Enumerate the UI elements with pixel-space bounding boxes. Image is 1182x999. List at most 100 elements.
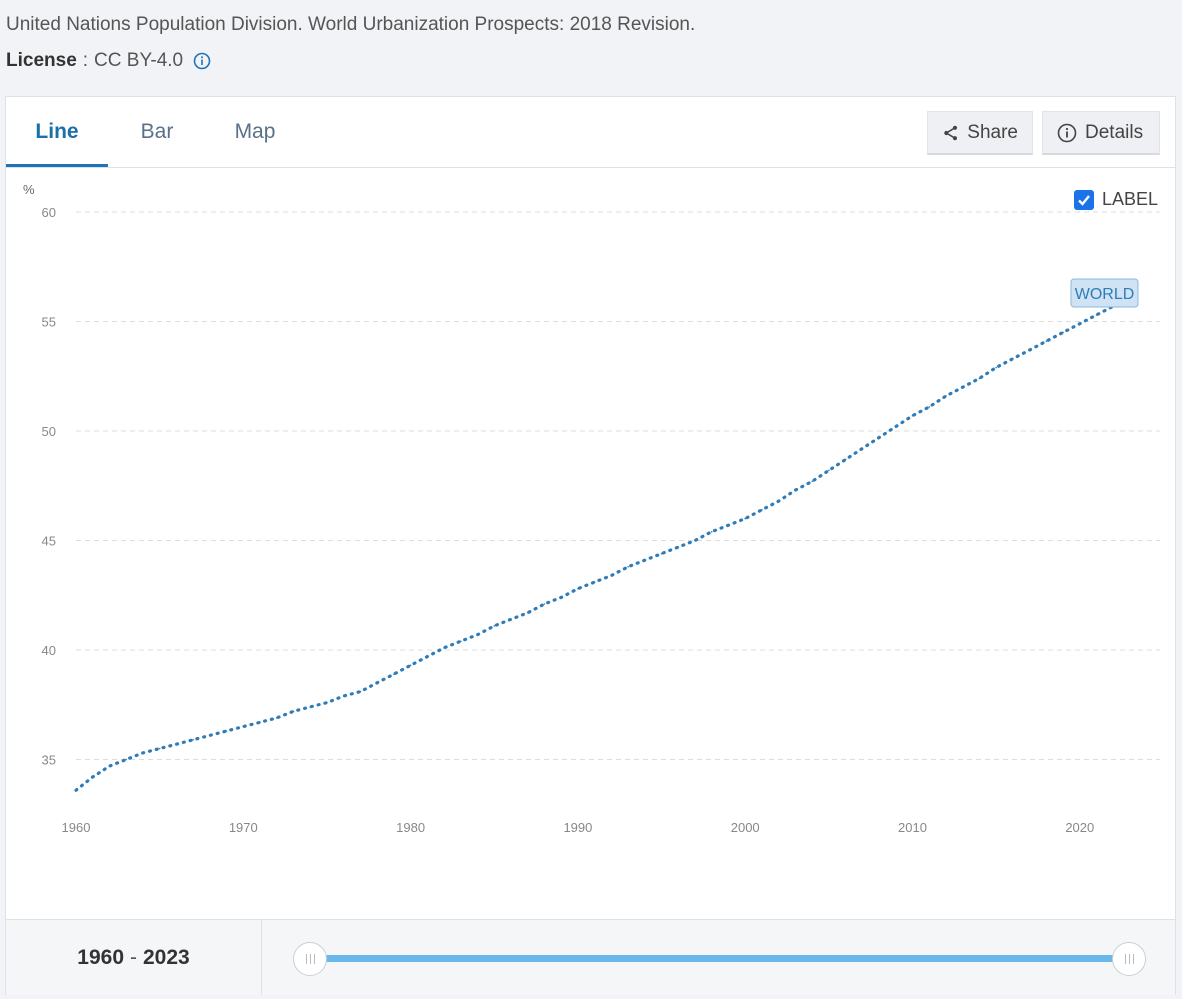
chart-panel: Line Bar Map Share Details LABEL % 35 40 45… xyxy=(5,96,1176,995)
license-value: CC BY-4.0 xyxy=(94,50,184,71)
data-point-1961 xyxy=(91,776,94,778)
x-tick-label-1960: 1960 xyxy=(62,820,91,835)
data-point-2010 xyxy=(911,414,914,417)
y-tick-label-45: 45 xyxy=(42,534,56,549)
tab-map[interactable]: Map xyxy=(234,120,276,143)
data-point-1970 xyxy=(242,725,245,728)
data-point-1994 xyxy=(644,559,646,562)
source-citation: United Nations Population Division. Worl… xyxy=(6,14,696,35)
data-point-1962 xyxy=(108,765,111,767)
checkmark-icon xyxy=(1078,194,1090,206)
tabs-divider xyxy=(6,167,1175,168)
tab-line[interactable]: Line xyxy=(6,97,108,167)
data-point-2013 xyxy=(961,386,964,389)
data-point-2008 xyxy=(878,436,880,439)
data-point-2002 xyxy=(777,500,780,502)
details-label: Details xyxy=(1085,121,1144,143)
range-end: 2023 xyxy=(143,945,190,969)
share-icon xyxy=(944,125,958,140)
data-point-2012 xyxy=(945,395,947,397)
tab-bar[interactable]: Bar xyxy=(140,120,174,143)
range-slider-start-handle[interactable] xyxy=(293,942,327,976)
y-axis-unit-label: % xyxy=(23,182,35,197)
details-button[interactable]: Details xyxy=(1042,111,1160,155)
data-point-2005 xyxy=(828,469,830,472)
x-tick-label-2000: 2000 xyxy=(731,820,760,835)
license-separator: : xyxy=(82,50,89,71)
license-line: License : CC BY-4.0 xyxy=(6,50,211,72)
data-point-1964 xyxy=(142,752,144,754)
data-point-1980 xyxy=(409,664,412,667)
data-point-2000 xyxy=(744,517,746,520)
data-point-2006 xyxy=(844,458,847,461)
line-chart: % 35 40 45 50 55 60 1960 1970 1980 1990 2000 2010 202… xyxy=(23,182,1160,835)
data-point-1982 xyxy=(443,647,445,649)
data-point-1993 xyxy=(627,565,629,568)
license-key: License xyxy=(6,50,77,71)
data-point-1977 xyxy=(359,690,362,693)
data-point-2011 xyxy=(928,406,931,408)
y-tick-label-40: 40 xyxy=(42,643,56,658)
data-point-2007 xyxy=(861,447,864,450)
data-point-1978 xyxy=(376,682,378,684)
data-point-1981 xyxy=(426,655,429,658)
x-tick-label-1970: 1970 xyxy=(229,820,258,835)
data-point-2021 xyxy=(1095,314,1098,316)
range-separator: - xyxy=(130,945,137,969)
data-point-1984 xyxy=(476,633,479,636)
data-point-1979 xyxy=(393,673,395,675)
series-label-world: WORLD xyxy=(1075,286,1135,303)
data-point-1985 xyxy=(493,625,496,627)
share-button[interactable]: Share xyxy=(927,111,1033,155)
data-point-2014 xyxy=(978,377,981,380)
label-toggle-text: LABEL xyxy=(1102,189,1159,209)
y-tick-label-35: 35 xyxy=(42,753,56,768)
data-point-2019 xyxy=(1062,331,1064,334)
data-point-2001 xyxy=(761,509,763,511)
data-point-1963 xyxy=(125,758,127,761)
info-icon[interactable] xyxy=(193,52,211,70)
data-point-1973 xyxy=(292,710,295,713)
data-point-1972 xyxy=(275,717,278,719)
series-line-world xyxy=(74,295,1132,792)
data-point-1966 xyxy=(175,743,178,745)
x-tick-label-1990: 1990 xyxy=(563,820,592,835)
data-point-1971 xyxy=(259,721,261,724)
data-point-1996 xyxy=(677,546,680,548)
x-tick-label-2010: 2010 xyxy=(898,820,927,835)
range-slider-track[interactable] xyxy=(310,955,1130,962)
data-point-1987 xyxy=(526,611,529,614)
data-point-1983 xyxy=(459,640,462,643)
data-point-1988 xyxy=(543,603,546,605)
year-range-label: 1960 - 2023 xyxy=(6,920,262,995)
data-point-1991 xyxy=(593,581,596,583)
series-label-box xyxy=(1070,278,1139,308)
x-tick-label-1980: 1980 xyxy=(396,820,425,835)
data-point-1974 xyxy=(309,706,312,708)
data-point-1989 xyxy=(560,596,562,599)
label-checkbox[interactable] xyxy=(1074,189,1094,210)
data-point-1990 xyxy=(577,587,579,590)
data-point-1968 xyxy=(209,734,211,737)
x-tick-label-2020: 2020 xyxy=(1065,820,1094,835)
share-label: Share xyxy=(967,121,1018,143)
y-tick-label-60: 60 xyxy=(42,205,56,220)
data-point-2017 xyxy=(1028,349,1031,351)
data-point-2016 xyxy=(1012,357,1014,360)
data-point-1998 xyxy=(710,530,713,533)
data-point-2009 xyxy=(894,425,897,428)
data-point-1965 xyxy=(158,747,161,750)
data-point-1999 xyxy=(727,524,730,526)
chart-type-tabs: Line Bar Map xyxy=(6,97,304,167)
range-slider-end-handle[interactable] xyxy=(1112,942,1146,976)
data-point-1992 xyxy=(610,574,613,577)
data-point-1975 xyxy=(326,701,328,704)
data-point-1995 xyxy=(660,552,663,555)
data-point-1967 xyxy=(192,738,194,741)
label-toggle[interactable]: LABEL xyxy=(1074,189,1158,210)
data-point-2004 xyxy=(811,480,813,483)
data-point-2018 xyxy=(1045,340,1048,343)
data-point-2003 xyxy=(794,489,797,491)
data-point-1976 xyxy=(342,695,345,697)
range-start: 1960 xyxy=(77,945,124,969)
